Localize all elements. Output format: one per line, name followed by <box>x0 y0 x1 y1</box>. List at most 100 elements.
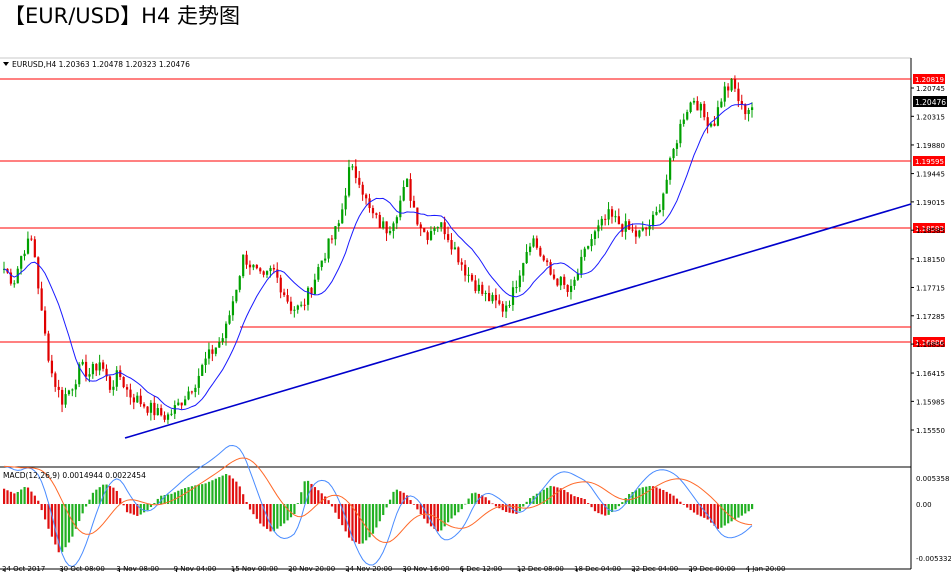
macd-histogram-bar <box>190 486 194 504</box>
candle-body <box>440 222 443 228</box>
candle-body <box>423 228 426 233</box>
macd-histogram-bar <box>201 484 204 504</box>
macd-histogram-bar <box>511 504 515 514</box>
candle-body <box>607 209 610 220</box>
macd-histogram-bar <box>549 485 552 504</box>
macd-histogram-bar <box>296 503 299 504</box>
macd-histogram-bar <box>515 504 518 514</box>
time-tick-label: 4 Jan 20:00 <box>746 565 786 572</box>
candle-body <box>235 289 238 302</box>
macd-histogram-bar <box>682 504 685 505</box>
candle-body <box>71 389 74 391</box>
candle-body <box>580 256 583 274</box>
candle-body <box>47 333 50 361</box>
candle-body <box>443 222 446 235</box>
candle-body <box>262 271 265 275</box>
candle-body <box>733 79 737 89</box>
time-tick-label: 22 Dec 04:00 <box>631 565 678 572</box>
price-tick-label: 1.19015 <box>916 199 945 207</box>
macd-histogram-bar <box>399 491 402 504</box>
candle-body <box>330 238 334 240</box>
macd-histogram-bar <box>259 504 262 524</box>
candle-body <box>317 267 320 280</box>
macd-histogram-bar <box>289 504 293 518</box>
macd-histogram-bar <box>173 492 176 504</box>
candle-body <box>740 101 743 105</box>
candle-body <box>368 198 371 209</box>
candle-body <box>13 283 16 285</box>
candle-body <box>508 304 511 306</box>
macd-tick-label: -0.005332 <box>916 555 951 563</box>
candle-body <box>259 268 262 272</box>
candle-body <box>327 238 330 259</box>
macd-histogram-bar <box>214 478 217 504</box>
macd-histogram-bar <box>436 504 439 532</box>
macd-histogram-bar <box>330 504 334 507</box>
macd-histogram-bar <box>580 497 583 504</box>
candle-body <box>26 238 30 254</box>
candle-body <box>153 402 156 416</box>
candle-body <box>617 216 620 225</box>
candle-body <box>573 279 576 286</box>
macd-histogram-bar <box>306 480 310 504</box>
price-tick-label: 1.15985 <box>916 398 945 406</box>
candle-body <box>81 361 84 365</box>
candle-body <box>662 193 665 210</box>
macd-histogram-bar <box>125 504 129 513</box>
level-price-box <box>913 74 945 84</box>
macd-histogram-bar <box>658 488 661 504</box>
symbol-info: EURUSD,H4 1.20363 1.20478 1.20323 1.2047… <box>12 60 190 69</box>
macd-histogram-bar <box>361 504 364 544</box>
macd-histogram-bar <box>723 504 726 526</box>
macd-histogram-bar <box>13 493 16 504</box>
macd-histogram-bar <box>40 504 43 511</box>
level-price-box <box>913 223 945 233</box>
candle-body <box>727 86 730 91</box>
macd-histogram-bar <box>406 495 409 504</box>
macd-histogram-bar <box>699 504 702 517</box>
candle-body <box>416 207 419 225</box>
macd-histogram-bar <box>474 492 477 504</box>
macd-histogram-bar <box>648 486 651 504</box>
candle-body <box>505 305 508 312</box>
collapse-triangle-icon[interactable] <box>3 62 9 66</box>
candle-body <box>498 300 501 304</box>
macd-histogram-bar <box>272 504 276 532</box>
candle-body <box>132 397 135 403</box>
macd-histogram-bar <box>337 504 340 519</box>
candle-body <box>293 309 296 311</box>
time-tick-label: 12 Dec 08:00 <box>517 565 564 572</box>
candle-body <box>552 274 556 279</box>
macd-histogram-bar <box>149 504 153 508</box>
macd-histogram-bar <box>655 487 658 504</box>
candle-body <box>201 365 204 376</box>
candle-body <box>433 228 436 232</box>
macd-histogram-bar <box>590 504 593 508</box>
candle-body <box>9 272 13 284</box>
candle-body <box>399 200 402 218</box>
macd-histogram-bar <box>146 504 149 511</box>
candle-body <box>457 247 460 263</box>
candle-body <box>102 362 105 369</box>
macd-histogram-bar <box>61 504 64 552</box>
macd-histogram-bar <box>713 504 716 526</box>
candle-body <box>228 315 231 324</box>
macd-histogram-bar <box>204 483 207 504</box>
macd-histogram-bar <box>180 489 183 504</box>
macd-histogram-bar <box>184 488 187 504</box>
macd-histogram-bar <box>129 504 132 514</box>
candle-body <box>211 349 214 354</box>
macd-tick-label: 0.00 <box>916 501 932 509</box>
macd-histogram-bar <box>122 504 125 506</box>
candle-body <box>720 101 723 108</box>
candle-body <box>518 275 521 288</box>
macd-histogram-bar <box>443 504 446 527</box>
price-tick-label: 1.20745 <box>916 85 945 93</box>
macd-histogram-bar <box>194 485 197 504</box>
macd-histogram-bar <box>26 487 30 504</box>
candle-body <box>744 104 747 115</box>
macd-histogram-bar <box>365 504 368 541</box>
candle-body <box>20 256 23 269</box>
macd-histogram-bar <box>358 504 361 544</box>
time-tick-label: 15 Nov 00:00 <box>231 565 278 572</box>
